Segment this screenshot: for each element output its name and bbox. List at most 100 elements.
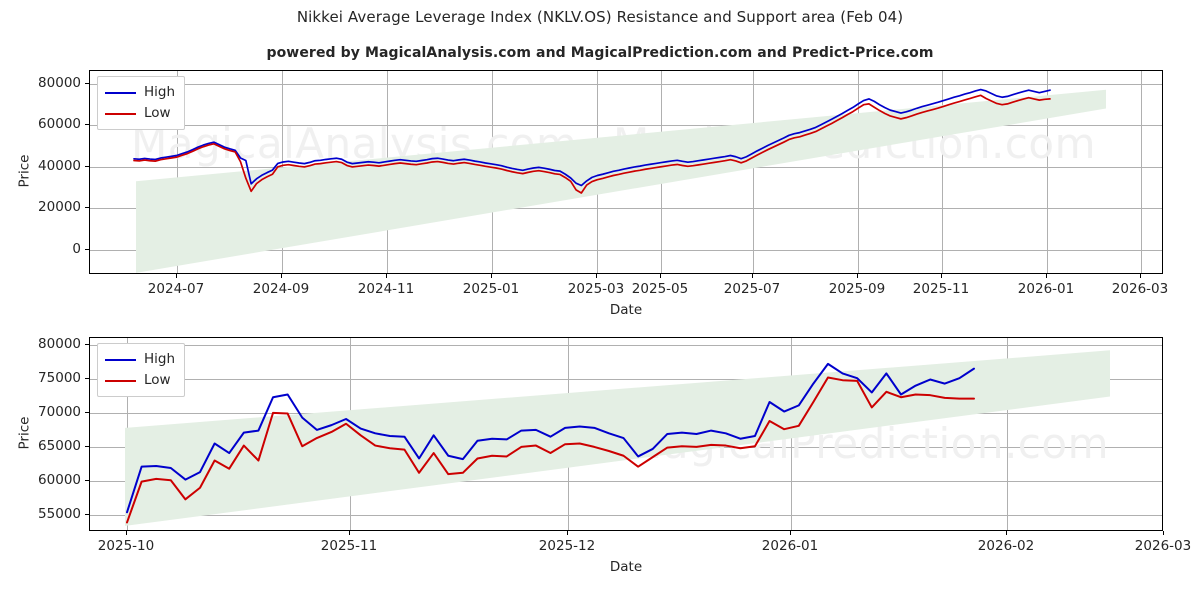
x-axis-tick-mark <box>386 274 387 278</box>
gridline-vertical <box>753 71 754 273</box>
legend-swatch-icon <box>105 379 136 382</box>
gridline-horizontal <box>90 515 1162 516</box>
legend-label: Low <box>144 371 171 388</box>
recent-plot-area: MagicalAnalysis.comMagicalPrediction.com <box>89 337 1163 531</box>
x-axis-tick-mark <box>567 531 568 535</box>
page-subtitle: powered by MagicalAnalysis.com and Magic… <box>266 45 934 61</box>
series-line-high <box>126 362 975 514</box>
series-container <box>133 88 1051 194</box>
overview-plot-area: MagicalAnalysis.comMagicalPrediction.com… <box>89 70 1163 274</box>
x-axis-tick-label: 2026-02 <box>977 538 1035 554</box>
y-axis-tick-label: 60000 <box>38 116 81 133</box>
x-axis-tick-label: 2025-07 <box>723 281 781 297</box>
gridline-horizontal <box>90 378 1162 380</box>
gridline-vertical <box>177 71 178 273</box>
y-axis-tick-mark <box>85 249 89 250</box>
x-axis-tick-label: 2025-12 <box>538 538 596 554</box>
band-polygon <box>136 89 1106 273</box>
gridline-horizontal <box>90 125 1162 127</box>
legend-item-high[interactable]: High <box>105 349 175 370</box>
legend-label: High <box>144 350 176 367</box>
overview-chart-panel: MagicalAnalysis.comMagicalPrediction.com… <box>89 70 1163 274</box>
x-axis-tick-mark <box>349 531 350 535</box>
gridline-vertical <box>942 71 943 273</box>
x-axis-tick-mark <box>1006 531 1007 535</box>
legend-item-low[interactable]: Low <box>105 103 175 124</box>
y-axis-tick-mark <box>85 445 89 447</box>
x-axis-tick-label: 2025-10 <box>97 538 155 554</box>
y-axis-label: Price <box>16 416 33 450</box>
x-axis-tick-label: 2026-03 <box>1134 538 1192 554</box>
legend-item-low[interactable]: Low <box>105 370 175 391</box>
y-axis-tick-mark <box>85 377 89 379</box>
x-axis-tick-mark <box>491 274 492 278</box>
gridline-vertical <box>858 71 859 273</box>
x-axis-tick-label: 2024-07 <box>147 281 205 297</box>
x-axis-tick-label: 2025-05 <box>631 281 689 297</box>
y-axis-tick-mark <box>85 165 89 167</box>
x-axis-tick-label: 2025-03 <box>567 281 625 297</box>
x-axis-tick-label: 2025-11 <box>912 281 970 297</box>
x-axis-tick-mark <box>176 274 177 278</box>
x-axis-tick-mark <box>790 531 791 535</box>
series-line-low <box>126 376 975 524</box>
gridline-vertical <box>1141 71 1142 273</box>
x-axis-tick-mark <box>1046 274 1047 278</box>
y-axis-tick-mark <box>85 124 89 126</box>
x-axis-tick-mark <box>1163 531 1164 535</box>
legend-item-high[interactable]: High <box>105 82 175 103</box>
legend-swatch-icon <box>105 91 136 94</box>
y-axis-tick-label: 70000 <box>38 403 81 420</box>
legend-label: Low <box>144 104 171 121</box>
series-container <box>126 362 975 524</box>
x-axis-tick-label: 2026-01 <box>761 538 819 554</box>
overview-legend: High Low <box>97 76 186 130</box>
series-line-high <box>133 88 1051 187</box>
y-axis-tick-label: 20000 <box>38 199 81 216</box>
x-axis-label: Date <box>609 559 643 575</box>
y-axis-tick-label: 0 <box>72 241 81 257</box>
x-axis-tick-mark <box>596 274 597 278</box>
x-axis-tick-mark <box>941 274 942 278</box>
gridline-horizontal <box>90 344 1162 346</box>
x-axis-tick-mark <box>857 274 858 278</box>
x-axis-tick-label: 2025-01 <box>462 281 520 297</box>
y-axis-tick-mark <box>85 514 89 515</box>
y-axis-tick-mark <box>85 207 89 209</box>
y-axis-tick-label: 55000 <box>38 506 81 522</box>
x-axis-tick-label: 2026-01 <box>1017 281 1075 297</box>
recent-chart-panel: MagicalAnalysis.comMagicalPrediction.com <box>89 337 1163 531</box>
gridline-horizontal <box>90 250 1162 251</box>
x-axis-tick-label: 2025-11 <box>320 538 378 554</box>
y-axis-tick-label: 75000 <box>38 369 81 386</box>
x-axis-tick-label: 2024-09 <box>252 281 310 297</box>
y-axis-tick-mark <box>85 411 89 413</box>
y-axis-tick-mark <box>85 343 89 345</box>
x-axis-label: Date <box>609 302 643 318</box>
y-axis-tick-mark <box>85 82 89 84</box>
y-axis-tick-label: 40000 <box>38 157 81 174</box>
x-axis-tick-mark <box>752 274 753 278</box>
gridline-vertical <box>1007 338 1008 530</box>
x-axis-tick-mark <box>126 531 127 535</box>
series-line-low <box>133 94 1051 194</box>
x-axis-tick-label: 2024-11 <box>357 281 415 297</box>
gridline-horizontal <box>90 480 1162 482</box>
x-axis-tick-label: 2026-03 <box>1111 281 1169 297</box>
y-axis-tick-label: 65000 <box>38 437 81 454</box>
x-axis-tick-mark <box>660 274 661 278</box>
recent-legend: High Low <box>97 343 186 397</box>
legend-swatch-icon <box>105 358 136 361</box>
legend-label: High <box>144 83 176 100</box>
y-axis-tick-label: 80000 <box>38 74 81 91</box>
gridline-vertical <box>1047 71 1048 273</box>
legend-swatch-icon <box>105 112 136 115</box>
y-axis-tick-label: 60000 <box>38 471 81 488</box>
x-axis-tick-mark <box>1140 274 1141 278</box>
x-axis-tick-mark <box>281 274 282 278</box>
gridline-horizontal <box>90 83 1162 85</box>
y-axis-label: Price <box>16 154 33 188</box>
y-axis-tick-label: 80000 <box>38 335 81 352</box>
y-axis-tick-mark <box>85 479 89 481</box>
